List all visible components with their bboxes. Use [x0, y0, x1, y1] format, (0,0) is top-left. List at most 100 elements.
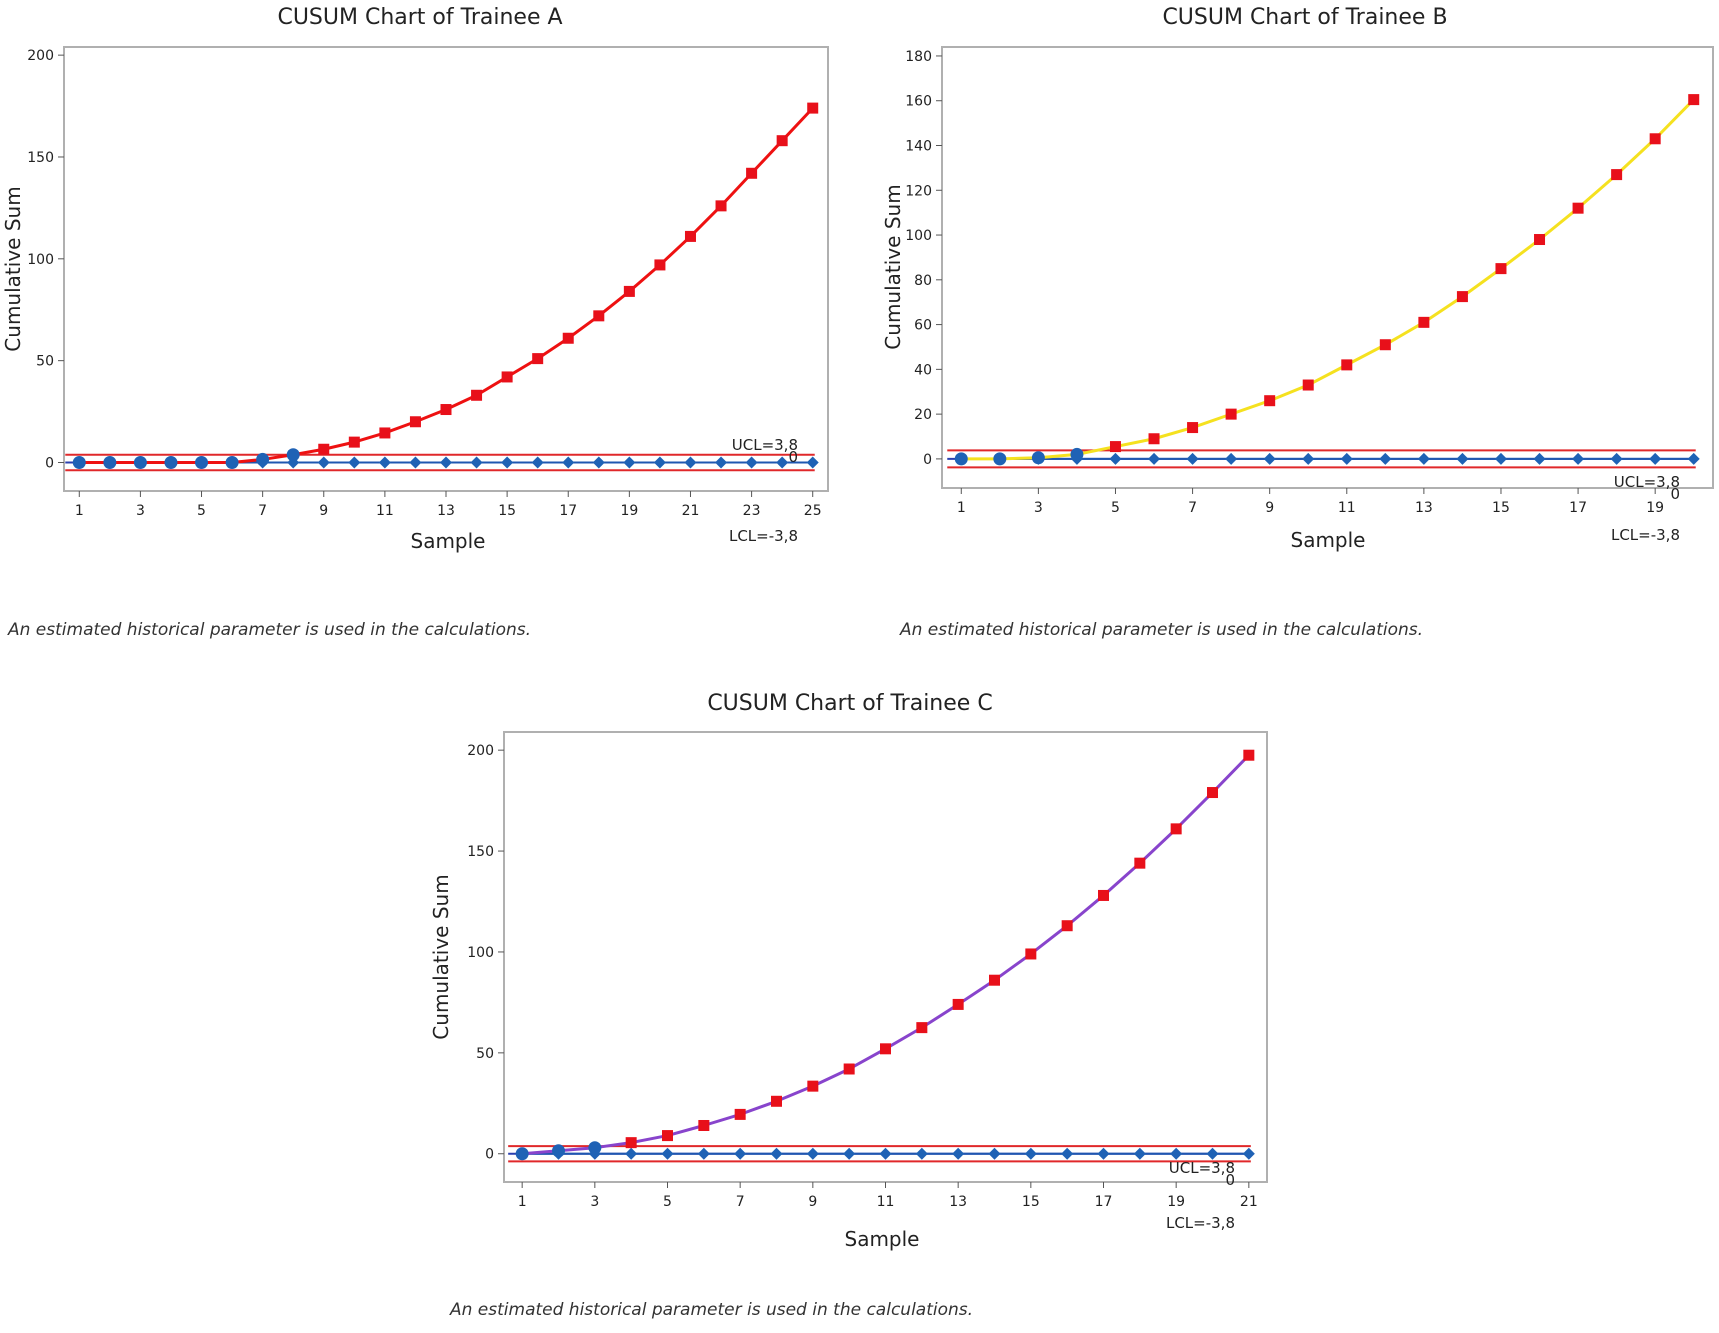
upper-cusum-line — [961, 98, 1695, 461]
x-tick-label: 17 — [559, 503, 577, 519]
y-tick-label: 40 — [914, 362, 932, 378]
upper-cusum-point-out-of-control — [654, 259, 666, 271]
lower-cusum-point — [1649, 452, 1662, 465]
upper-cusum-point-out-of-control — [807, 102, 819, 114]
upper-cusum-point-out-of-control — [1170, 823, 1182, 835]
upper-cusum-point-out-of-control — [501, 371, 513, 383]
upper-cusum-point-out-of-control — [952, 998, 964, 1010]
lcl-label: LCL=-3,8 — [1611, 526, 1680, 544]
lower-cusum-point — [745, 456, 758, 469]
x-tick-label: 7 — [1188, 500, 1197, 516]
upper-cusum-point — [954, 452, 968, 466]
y-tick-label: 180 — [905, 49, 932, 65]
y-ticks: 0 50 100 150 200 — [27, 48, 64, 471]
upper-cusum-point — [195, 455, 209, 469]
lower-cusum-point — [378, 456, 391, 469]
plot-frame — [503, 731, 1268, 1183]
lower-cusum-point — [1024, 1147, 1037, 1160]
x-tick-label: 1 — [518, 1194, 527, 1210]
y-tick-label: 20 — [914, 407, 932, 423]
x-tick-label: 3 — [590, 1194, 599, 1210]
x-tick-label: 13 — [949, 1194, 967, 1210]
cusum-chart-b: CUSUM Chart of Trainee B Sample Cumulati… — [881, 5, 1714, 552]
upper-cusum-point-out-of-control — [471, 389, 483, 401]
chart-title: CUSUM Chart of Trainee C — [707, 691, 992, 716]
upper-cusum-point-out-of-control — [776, 135, 788, 147]
lower-cusum-point — [1242, 1147, 1255, 1160]
lower-cusum-point — [1533, 452, 1546, 465]
upper-cusum-point-out-of-control — [1534, 234, 1546, 246]
upper-cusum-point — [515, 1147, 529, 1161]
plot-frame — [63, 46, 829, 492]
x-tick-label: 5 — [197, 503, 206, 519]
lower-cusum-point — [843, 1147, 856, 1160]
lower-cusum-point — [1379, 452, 1392, 465]
x-tick-label: 1 — [957, 500, 966, 516]
y-ticks: 0 50 100 150 200 — [467, 743, 504, 1163]
footnote-a: An estimated historical parameter is use… — [8, 620, 532, 640]
y-axis-label: Cumulative Sum — [429, 874, 453, 1039]
lower-cusum-point — [1340, 452, 1353, 465]
x-tick-label: 15 — [1492, 500, 1510, 516]
x-tick-label: 25 — [804, 503, 822, 519]
y-tick-label: 140 — [905, 138, 932, 154]
x-tick-label: 9 — [1265, 500, 1274, 516]
y-tick-label: 120 — [905, 183, 932, 199]
upper-cusum-series — [954, 94, 1700, 466]
x-tick-label: 21 — [1240, 1194, 1258, 1210]
lower-cusum-point — [531, 456, 544, 469]
lower-cusum-point — [1610, 452, 1623, 465]
lower-cusum-point — [623, 456, 636, 469]
lower-cusum-point — [1417, 452, 1430, 465]
upper-cusum-point-out-of-control — [1418, 316, 1430, 328]
lower-cusum-point — [1206, 1147, 1219, 1160]
upper-cusum-point-out-of-control — [1109, 441, 1121, 453]
lower-cusum-point — [562, 456, 575, 469]
upper-cusum-point-out-of-control — [623, 285, 635, 297]
upper-cusum-point-out-of-control — [1302, 379, 1314, 391]
x-tick-label: 13 — [1415, 500, 1433, 516]
y-tick-label: 0 — [923, 452, 932, 468]
lower-cusum-point — [1133, 1147, 1146, 1160]
x-tick-label: 3 — [136, 503, 145, 519]
upper-cusum-point — [164, 455, 178, 469]
upper-cusum-point — [103, 455, 117, 469]
lcl-label: LCL=-3,8 — [1166, 1214, 1235, 1232]
lcl-label: LCL=-3,8 — [729, 527, 798, 545]
upper-cusum-point-out-of-control — [1207, 787, 1218, 799]
lower-cusum-series — [516, 1147, 1255, 1160]
upper-cusum-point-out-of-control — [662, 1130, 673, 1142]
upper-cusum-point-out-of-control — [379, 427, 391, 439]
lower-cusum-point — [776, 456, 789, 469]
lower-cusum-point — [697, 1147, 710, 1160]
x-tick-label: 13 — [437, 503, 455, 519]
upper-cusum-point-out-of-control — [1225, 408, 1237, 420]
upper-cusum-point — [72, 455, 86, 469]
y-tick-label: 200 — [467, 743, 494, 759]
lower-cusum-point — [1494, 452, 1507, 465]
upper-cusum-point — [1070, 447, 1084, 461]
x-tick-label: 19 — [620, 503, 638, 519]
upper-cusum-line — [522, 754, 1250, 1156]
y-tick-label: 100 — [467, 945, 494, 961]
y-tick-label: 150 — [27, 150, 54, 166]
upper-cusum-point-out-of-control — [593, 310, 605, 322]
upper-cusum-point-out-of-control — [1061, 920, 1073, 932]
upper-cusum-point-out-of-control — [746, 167, 758, 179]
x-tick-label: 9 — [319, 503, 328, 519]
lower-cusum-point — [806, 1147, 819, 1160]
upper-cusum-point-out-of-control — [880, 1043, 891, 1055]
lower-cusum-point — [470, 456, 483, 469]
y-axis-label: Cumulative Sum — [881, 184, 905, 349]
x-tick-label: 17 — [1569, 500, 1587, 516]
lower-cusum-point — [806, 456, 819, 469]
center-line-label: 0 — [1225, 1171, 1235, 1189]
x-tick-label: 9 — [808, 1194, 817, 1210]
y-tick-label: 100 — [27, 252, 54, 268]
x-axis-label: Sample — [1291, 528, 1366, 552]
lower-cusum-point — [770, 1147, 783, 1160]
upper-cusum-point-out-of-control — [684, 230, 696, 242]
x-tick-label: 15 — [1022, 1194, 1040, 1210]
lower-cusum-point — [1061, 1147, 1074, 1160]
footnote-c: An estimated historical parameter is use… — [450, 1300, 974, 1320]
